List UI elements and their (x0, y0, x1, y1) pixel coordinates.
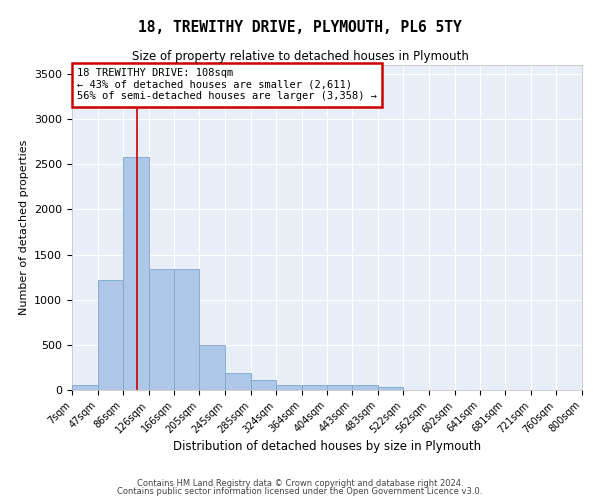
Bar (123, 157, 149, 390)
Bar (149, 269, 174, 390)
Bar (352, 385, 378, 390)
Bar (378, 387, 403, 390)
Text: 18, TREWITHY DRIVE, PLYMOUTH, PL6 5TY: 18, TREWITHY DRIVE, PLYMOUTH, PL6 5TY (138, 20, 462, 35)
Bar (276, 385, 302, 390)
Text: Contains public sector information licensed under the Open Government Licence v3: Contains public sector information licen… (118, 487, 482, 496)
X-axis label: Distribution of detached houses by size in Plymouth: Distribution of detached houses by size … (173, 440, 481, 454)
Bar (251, 380, 276, 390)
Text: Size of property relative to detached houses in Plymouth: Size of property relative to detached ho… (131, 50, 469, 63)
Bar (225, 373, 251, 390)
Bar (328, 386, 352, 390)
Bar (98, 280, 123, 390)
Bar (302, 386, 328, 390)
Text: 18 TREWITHY DRIVE: 108sqm
← 43% of detached houses are smaller (2,611)
56% of se: 18 TREWITHY DRIVE: 108sqm ← 43% of detac… (77, 68, 377, 102)
Bar (174, 269, 199, 390)
Bar (199, 346, 225, 390)
Text: Contains HM Land Registry data © Crown copyright and database right 2024.: Contains HM Land Registry data © Crown c… (137, 478, 463, 488)
Y-axis label: Number of detached properties: Number of detached properties (19, 140, 29, 315)
Bar (72, 386, 98, 390)
